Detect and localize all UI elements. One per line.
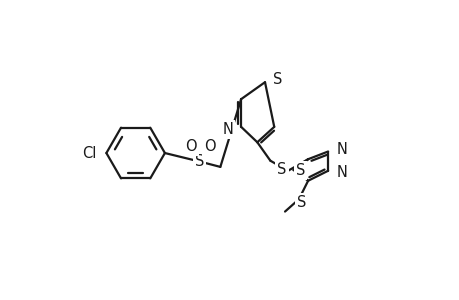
Text: S: S xyxy=(277,163,286,178)
Text: S: S xyxy=(297,195,306,210)
Text: N: N xyxy=(336,165,347,180)
Text: S: S xyxy=(195,154,204,169)
Text: Cl: Cl xyxy=(82,146,96,160)
Text: N: N xyxy=(222,122,233,137)
Text: S: S xyxy=(272,72,281,87)
Text: S: S xyxy=(295,163,304,178)
Text: N: N xyxy=(336,142,347,158)
Text: O: O xyxy=(203,139,215,154)
Text: O: O xyxy=(185,139,196,154)
